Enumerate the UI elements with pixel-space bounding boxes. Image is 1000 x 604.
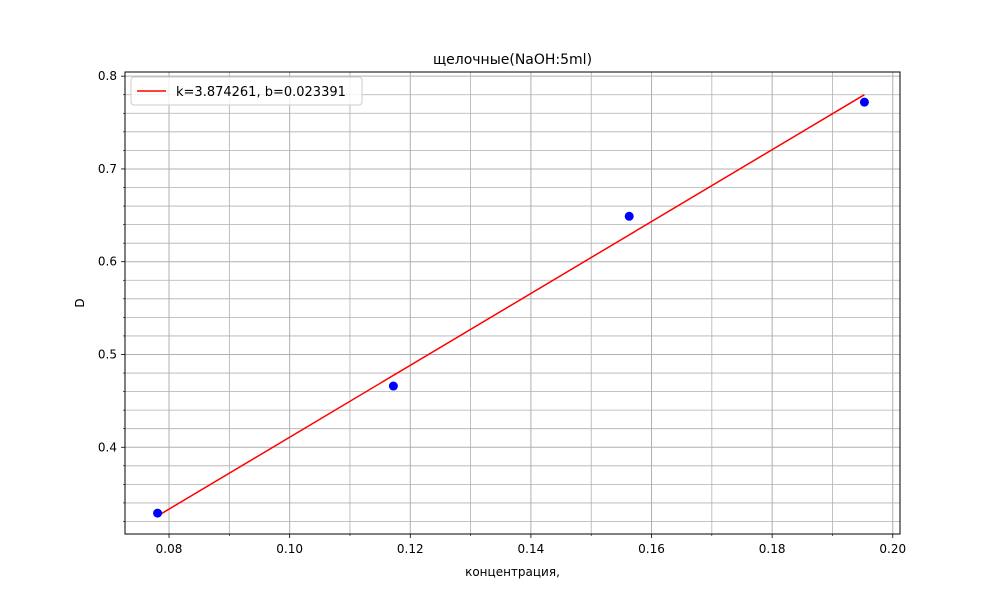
legend-box bbox=[130, 76, 363, 106]
y-tick-label: 0.6 bbox=[98, 255, 117, 269]
legend-label: k=3.874261, b=0.023391 bbox=[176, 85, 346, 100]
y-tick-label: 0.4 bbox=[98, 440, 117, 454]
plot-frame bbox=[124, 71, 901, 535]
x-tick-label: 0.16 bbox=[638, 542, 665, 556]
data-point bbox=[624, 211, 634, 221]
y-tick-label: 0.5 bbox=[98, 347, 117, 361]
y-axis-label: D bbox=[73, 298, 87, 307]
x-tick-label: 0.08 bbox=[156, 542, 183, 556]
grid bbox=[125, 72, 900, 534]
x-tick-label: 0.10 bbox=[276, 542, 303, 556]
data-point bbox=[859, 97, 869, 107]
plot-data bbox=[153, 94, 869, 518]
x-tick-label: 0.20 bbox=[879, 542, 906, 556]
y-tick-label: 0.8 bbox=[98, 69, 117, 83]
axis-ticks: 0.08 0.10 0.12 0.14 0.16 0.18 0.20 0.4 0.5 0.6 0.7… bbox=[98, 69, 906, 556]
data-point bbox=[153, 508, 163, 518]
y-tick-label: 0.7 bbox=[98, 162, 117, 176]
x-tick-label: 0.12 bbox=[397, 542, 424, 556]
data-point bbox=[388, 381, 398, 391]
chart-title: щелочные(NaOH:5ml) bbox=[433, 52, 592, 68]
fit-line bbox=[157, 94, 865, 517]
x-tick-label: 0.18 bbox=[759, 542, 786, 556]
x-tick-label: 0.14 bbox=[518, 542, 545, 556]
legend: k=3.874261, b=0.023391 bbox=[130, 76, 363, 106]
x-axis-label: концентрация, bbox=[465, 565, 560, 579]
